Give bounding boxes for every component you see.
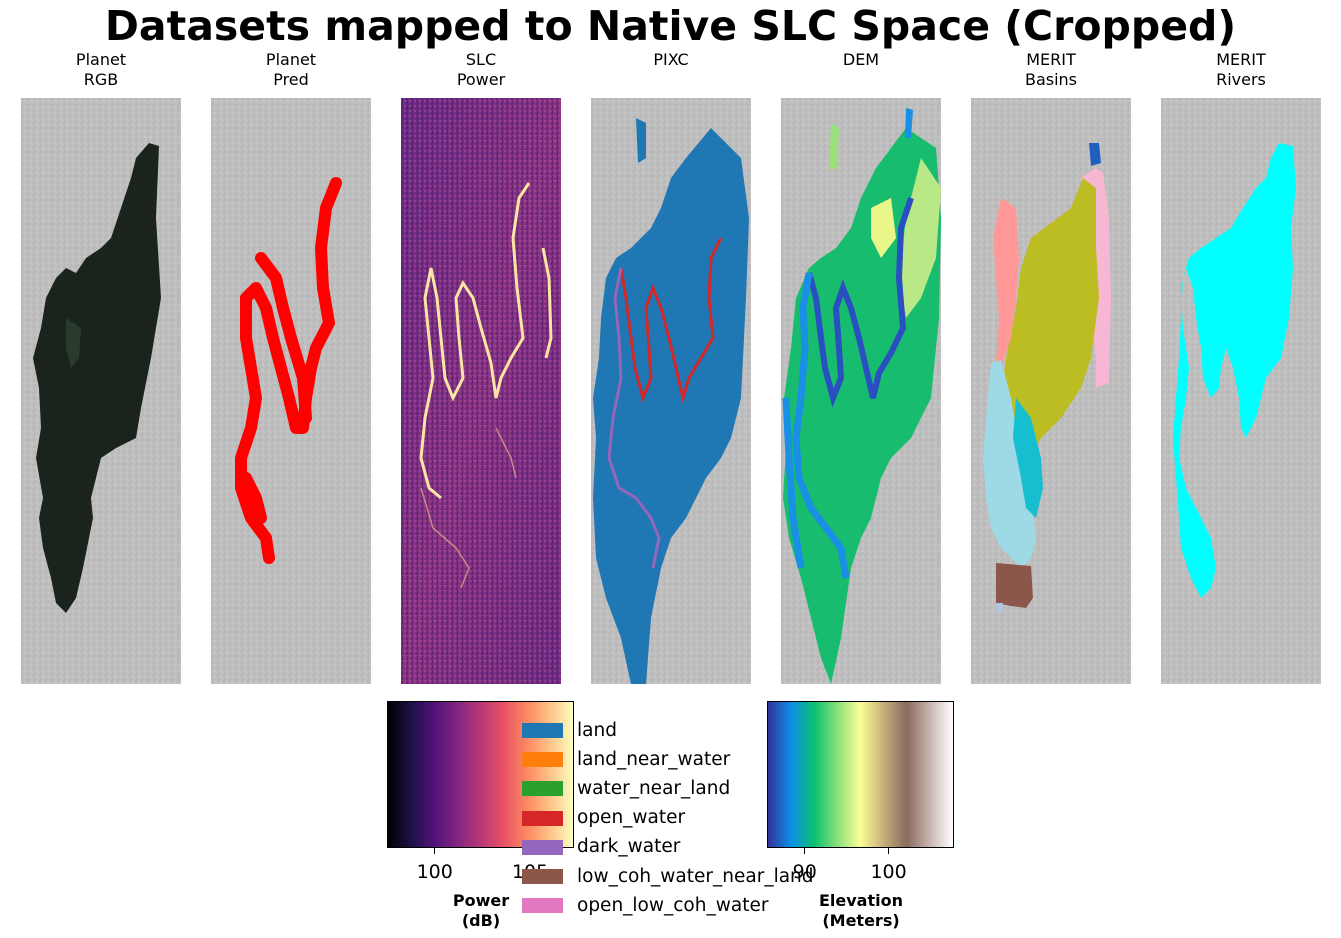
elevation-tick-mark — [888, 848, 890, 854]
power-tick-label: 100 — [416, 861, 453, 883]
legend-item: land_near_water — [522, 745, 814, 774]
legend-swatch — [522, 869, 563, 885]
legend-label: dark_water — [577, 836, 681, 858]
legend-label: land — [577, 719, 617, 741]
legend-label: open_water — [577, 807, 686, 829]
legend-label: land_near_water — [577, 748, 731, 770]
legend-swatch — [522, 810, 563, 826]
panel-title-pixc: PIXC — [653, 50, 689, 69]
panel-title-merit-rivers: MERIT Rivers — [1216, 50, 1266, 89]
legend-item: low_coh_water_near_land — [522, 862, 814, 891]
panel-image-planet-pred — [211, 98, 371, 684]
legend-label: open_low_coh_water — [577, 894, 769, 916]
power-tick-mark — [434, 848, 436, 854]
panel-image-pixc — [591, 98, 751, 684]
legend-item: water_near_land — [522, 774, 814, 803]
panel-title-slc-power: SLC Power — [456, 50, 506, 89]
panel-image-slc-power — [401, 98, 561, 684]
legend-item: land — [522, 716, 814, 745]
elevation-tick-label: 90 — [792, 861, 817, 883]
legend-label: water_near_land — [577, 777, 731, 799]
elevation-tick-label: 100 — [870, 861, 907, 883]
panel-image-merit-rivers — [1161, 98, 1321, 684]
legend-item: open_water — [522, 804, 814, 833]
panel-image-planet-rgb — [21, 98, 181, 684]
legend-swatch — [522, 839, 563, 855]
elevation-colorbar — [767, 701, 954, 848]
legend-item: open_low_coh_water — [522, 891, 814, 920]
panel-title-planet-rgb: Planet RGB — [75, 50, 127, 89]
panel-image-dem — [781, 98, 941, 684]
panel-title-dem: DEM — [842, 50, 880, 69]
panel-title-planet-pred: Planet Pred — [265, 50, 317, 89]
legend-item: dark_water — [522, 833, 814, 862]
elevation-colorbar-label: Elevation (Meters) — [818, 891, 903, 930]
legend-swatch — [522, 781, 563, 797]
panel-title-merit-basins: MERIT Basins — [1024, 50, 1078, 89]
legend-swatch — [522, 723, 563, 739]
legend-swatch — [522, 752, 563, 768]
legend-label: low_coh_water_near_land — [577, 865, 814, 887]
legend-swatch — [522, 898, 563, 914]
elevation-tick-mark — [804, 848, 806, 854]
pixc-legend: land land_near_water water_near_land open_w… — [522, 716, 814, 920]
power-colorbar-label: Power (dB) — [452, 891, 510, 930]
panel-image-merit-basins — [971, 98, 1131, 684]
figure-title: Datasets mapped to Native SLC Space (Cro… — [104, 2, 1237, 50]
